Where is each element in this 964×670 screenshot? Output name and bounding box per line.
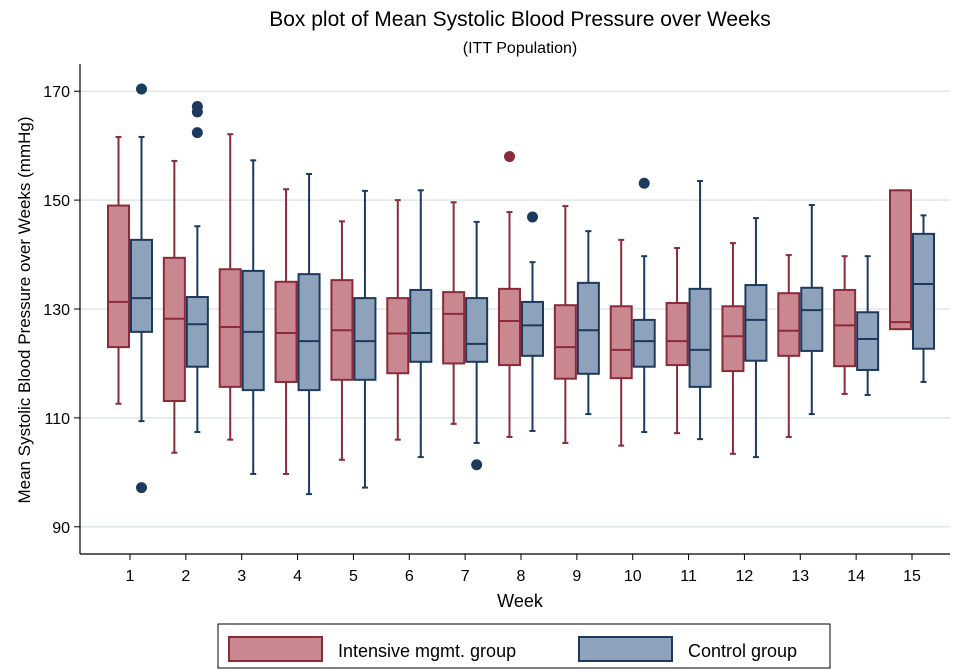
box <box>665 302 689 367</box>
y-tick-label: 110 <box>44 411 70 428</box>
outlier <box>191 106 203 118</box>
x-tick-label: 5 <box>349 568 358 585</box>
box <box>218 268 242 388</box>
box-group <box>130 83 153 494</box>
y-tick-label: 150 <box>43 193 70 210</box>
outlier <box>504 151 515 163</box>
outlier <box>191 127 203 139</box>
box <box>498 287 521 367</box>
box-group <box>576 230 600 416</box>
legend-swatch <box>578 636 673 662</box>
box <box>107 204 130 349</box>
y-tick-label: 130 <box>43 302 70 319</box>
chart-title: Box plot of Mean Systolic Blood Pressure… <box>269 8 771 31</box>
outlier <box>136 482 147 494</box>
box-group <box>107 135 130 405</box>
box-group <box>465 220 489 471</box>
box <box>632 318 656 368</box>
box-group <box>777 254 801 438</box>
x-tick-label: 14 <box>847 568 865 585</box>
box-group <box>218 133 242 441</box>
box-group <box>665 247 689 435</box>
outlier <box>471 459 483 471</box>
box <box>465 297 489 363</box>
box-group <box>609 238 633 447</box>
x-tick-label: 6 <box>405 568 414 585</box>
box-group <box>386 199 410 441</box>
box <box>274 280 298 383</box>
x-tick-label: 1 <box>126 568 135 585</box>
box <box>912 232 935 350</box>
box <box>185 296 209 368</box>
box-group <box>162 159 186 454</box>
y-tick-label: 170 <box>43 84 70 101</box>
box <box>162 256 186 403</box>
box <box>721 305 745 373</box>
box-group <box>721 242 745 455</box>
box-group <box>833 255 857 395</box>
legend: Intensive mgmt. group Control group <box>217 623 831 669</box>
legend-label: Control group <box>688 641 797 661</box>
box-group <box>912 214 935 383</box>
box-group <box>185 100 209 434</box>
box <box>553 304 577 380</box>
box-group <box>353 189 377 489</box>
box <box>521 300 544 357</box>
x-tick-label: 11 <box>680 568 697 585</box>
x-tick-label: 7 <box>461 568 470 585</box>
y-tick-label: 90 <box>52 520 70 537</box>
box-group <box>889 189 912 331</box>
box-group <box>688 180 712 441</box>
box-group <box>274 188 298 475</box>
x-tick-label: 12 <box>736 568 754 585</box>
x-tick-label: 10 <box>624 568 642 585</box>
box-group <box>442 201 466 425</box>
x-tick-label: 3 <box>237 568 246 585</box>
y-axis-label: Mean Systolic Blood Pressure over Weeks … <box>15 116 34 503</box>
chart-subtitle: (ITT Population) <box>463 40 577 57</box>
box-group <box>856 255 880 397</box>
outlier <box>638 177 650 189</box>
box <box>130 238 153 333</box>
x-axis-label: Week <box>497 591 544 611</box>
box <box>386 297 410 375</box>
box <box>241 269 265 392</box>
legend-swatch <box>228 636 323 662</box>
x-tick-label: 13 <box>791 568 809 585</box>
outlier <box>136 83 147 95</box>
box-group <box>800 204 824 416</box>
box <box>353 297 377 381</box>
box <box>297 273 321 392</box>
x-tick-label: 2 <box>181 568 190 585</box>
box-group <box>632 177 656 434</box>
box-group <box>744 217 768 459</box>
box <box>442 291 466 365</box>
box-group <box>409 189 433 459</box>
box <box>409 288 433 363</box>
box-group <box>553 205 577 444</box>
box-group <box>330 220 354 461</box>
box <box>833 288 857 368</box>
box <box>576 281 600 375</box>
box <box>800 286 824 352</box>
box-group <box>241 159 265 475</box>
box-group <box>521 211 544 432</box>
box <box>744 284 768 362</box>
outlier <box>527 211 538 223</box>
x-tick-label: 8 <box>517 568 526 585</box>
x-tick-label: 15 <box>903 568 921 585</box>
box-group <box>297 172 321 496</box>
x-tick-label: 9 <box>572 568 581 585</box>
box-group <box>498 151 521 438</box>
box <box>688 287 712 388</box>
box <box>777 292 801 357</box>
x-tick-label: 4 <box>293 568 302 585</box>
legend-label: Intensive mgmt. group <box>338 641 516 661</box>
box <box>889 189 912 331</box>
box <box>856 311 880 371</box>
box <box>609 305 633 380</box>
